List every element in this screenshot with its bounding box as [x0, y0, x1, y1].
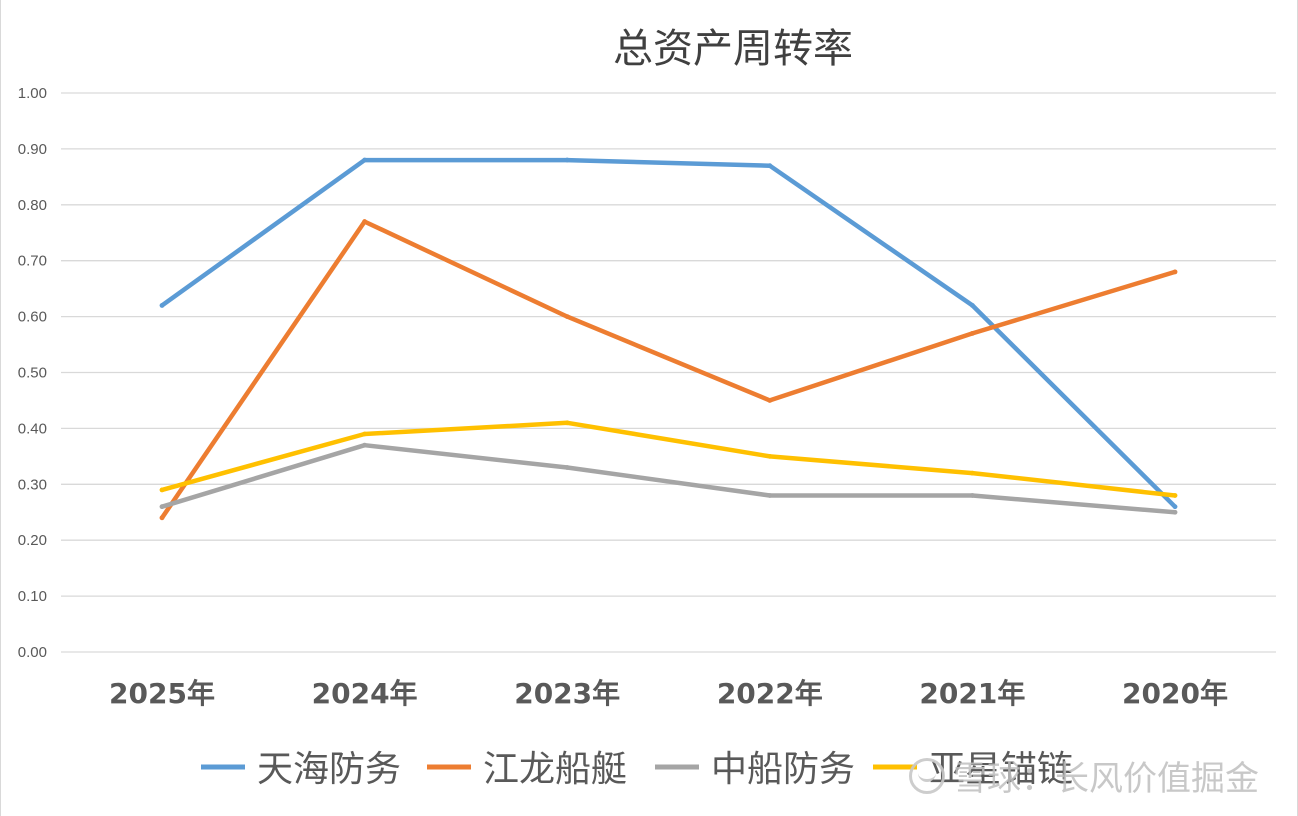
data-point [362, 219, 367, 224]
data-point [564, 420, 570, 426]
data-point [159, 487, 165, 493]
data-point [970, 470, 975, 476]
y-tick-label: 0.00 [18, 644, 47, 661]
y-tick-label: 0.60 [18, 309, 47, 326]
data-point [767, 163, 773, 169]
series-lines [159, 157, 1178, 521]
data-point [1172, 509, 1178, 515]
data-point [1172, 493, 1178, 498]
y-tick-label: 0.50 [18, 365, 47, 382]
x-tick-label: 2025年 [109, 677, 215, 710]
data-point [159, 504, 165, 510]
watermark: 雪球：长风价值掘金 [909, 751, 1259, 800]
data-point [970, 303, 975, 308]
y-tick-label: 0.40 [18, 420, 47, 437]
series-line-4 [159, 420, 1178, 498]
data-point [362, 157, 367, 163]
data-point [362, 431, 367, 437]
data-point [970, 330, 975, 336]
data-point [362, 442, 367, 448]
x-tick-label: 2023年 [514, 677, 620, 710]
data-point [767, 453, 773, 459]
legend-label: 天海防务 [257, 749, 401, 790]
data-point [564, 314, 570, 319]
y-tick-label: 0.20 [18, 532, 47, 549]
x-tick-label: 2020年 [1122, 677, 1228, 710]
watermark-text: 雪球：长风价值掘金 [953, 759, 1259, 799]
y-axis-ticks: 0.00 0.10 0.20 0.30 0.40 0.50 0.60 0.70 0.80 0.90… [18, 85, 47, 661]
data-point [970, 493, 975, 498]
x-tick-label: 2021年 [919, 677, 1025, 710]
data-point [767, 493, 773, 498]
series-line-1 [159, 157, 1178, 509]
gridlines [61, 92, 1276, 653]
x-tick-label: 2022年 [717, 677, 823, 710]
y-tick-label: 0.10 [18, 588, 47, 605]
series-line-3 [159, 442, 1178, 515]
y-tick-label: 1.00 [18, 85, 47, 102]
series-line-2 [159, 219, 1178, 521]
x-axis-ticks: 2025年 2024年 2023年 2022年 2021年 2020年 [109, 677, 1228, 710]
data-point [767, 398, 773, 403]
data-point [159, 515, 165, 521]
legend-label: 中船防务 [711, 749, 855, 790]
y-tick-label: 0.80 [18, 197, 47, 214]
data-point [1172, 504, 1178, 510]
data-point [564, 157, 570, 163]
y-tick-label: 0.70 [18, 253, 47, 270]
data-point [159, 303, 165, 308]
legend-label: 亚星锚链 [929, 749, 1073, 790]
legend-label: 江龙船艇 [483, 749, 627, 790]
chart-title: 总资产周转率 [613, 26, 853, 72]
y-tick-label: 0.30 [18, 476, 47, 493]
y-tick-label: 0.90 [18, 141, 47, 158]
legend: 天海防务 江龙船艇 中船防务 亚星锚链 [201, 749, 1073, 790]
data-point [1172, 269, 1178, 275]
x-tick-label: 2024年 [312, 677, 418, 710]
data-point [564, 465, 570, 470]
snowball-logo-icon [909, 757, 945, 794]
